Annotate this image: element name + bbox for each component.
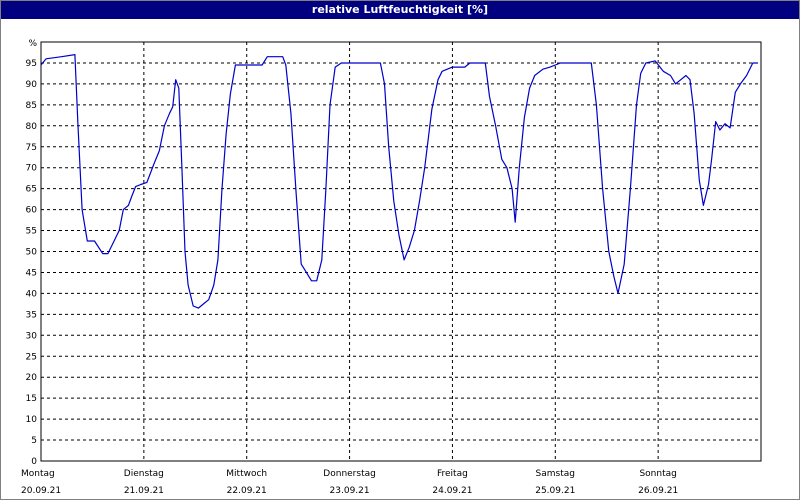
- x-tick-day: Mittwoch: [226, 469, 267, 479]
- x-tick-date: 26.09.21: [638, 486, 678, 496]
- x-tick-day: Dienstag: [124, 469, 164, 479]
- x-tick-date: 20.09.21: [21, 486, 61, 496]
- y-tick-label: 30: [26, 331, 38, 341]
- y-tick-label: 85: [26, 101, 37, 111]
- x-tick-date: 23.09.21: [330, 486, 370, 496]
- y-tick-label: 60: [26, 206, 38, 216]
- x-axis: Montag 20.09.21 Dienstag 21.09.21 Mittwoch 22…: [21, 469, 678, 496]
- x-tick-date: 22.09.21: [227, 486, 267, 496]
- grid: [41, 42, 761, 461]
- y-axis: 0 5 10 15 20 25 30 35 40 45 50 55 60 65 70 75 80 85 90 95%: [26, 39, 38, 467]
- y-tick-label: 75: [26, 143, 37, 153]
- x-tick-day: Montag: [21, 469, 55, 479]
- x-tick-date: 24.09.21: [432, 486, 472, 496]
- y-tick-label: 25: [26, 352, 37, 362]
- y-tick-label: 65: [26, 185, 37, 195]
- y-tick-label: 40: [26, 289, 38, 299]
- x-tick-date: 21.09.21: [124, 486, 164, 496]
- y-tick-label: 80: [26, 122, 38, 132]
- x-tick-day: Freitag: [437, 469, 468, 479]
- x-tick-day: Samstag: [536, 469, 575, 479]
- chart-title: relative Luftfeuchtigkeit [%]: [1, 1, 799, 19]
- y-tick-label: 0: [31, 457, 37, 467]
- y-tick-label: 15: [26, 394, 37, 404]
- y-tick-label: 90: [26, 80, 38, 90]
- series-line: [40, 53, 758, 309]
- y-tick-label: 50: [26, 248, 38, 258]
- plot-area: [40, 41, 762, 462]
- y-tick-label: 20: [26, 373, 38, 383]
- y-tick-label: 35: [26, 310, 37, 320]
- x-tick-day: Donnerstag: [323, 469, 376, 479]
- series-group: [40, 53, 758, 309]
- y-tick-label: 5: [31, 436, 37, 446]
- y-unit-label: %: [28, 39, 37, 49]
- y-tick-label: 55: [26, 227, 37, 237]
- y-tick-label: 95: [26, 59, 37, 69]
- x-tick-date: 25.09.21: [535, 486, 575, 496]
- y-tick-label: 45: [26, 268, 37, 278]
- y-tick-label: 70: [26, 164, 38, 174]
- x-tick-day: Sonntag: [639, 469, 676, 479]
- y-tick-label: 10: [26, 415, 38, 425]
